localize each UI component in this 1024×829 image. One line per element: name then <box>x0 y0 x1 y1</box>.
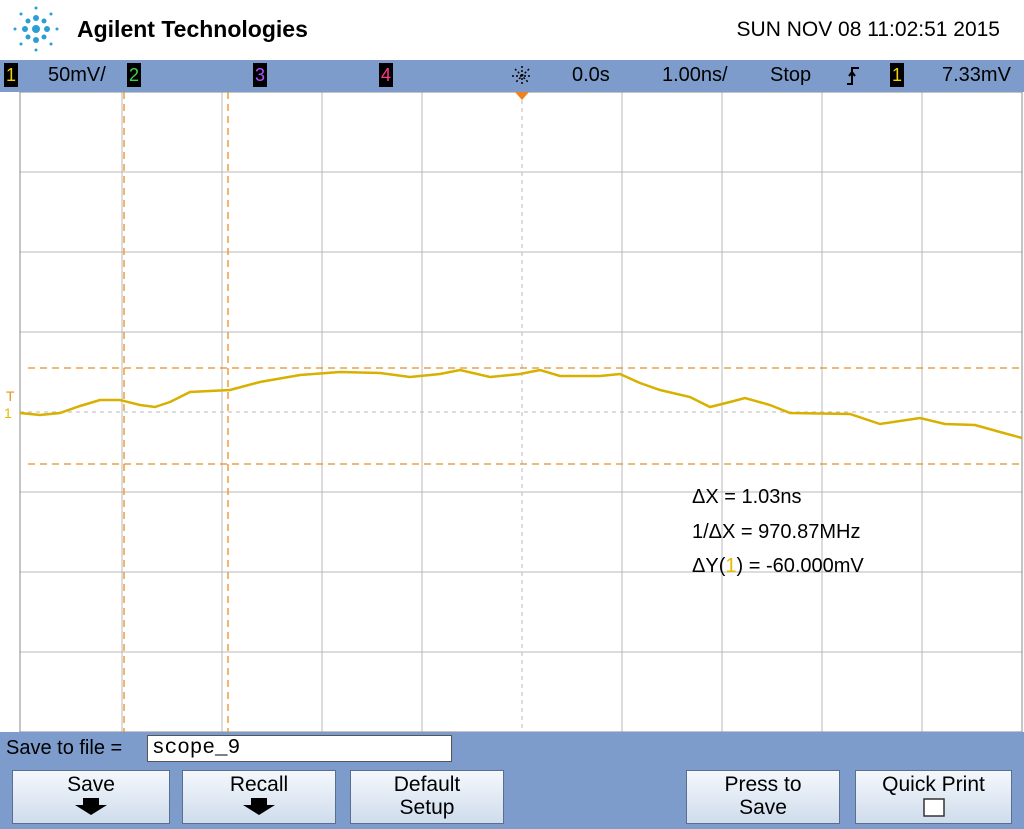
graticule <box>19 92 1023 732</box>
delta-y-channel: 1 <box>725 555 737 577</box>
recall-softkey[interactable]: Recall <box>182 770 336 824</box>
inverse-delta-x: 1/ΔX = 970.87MHz <box>692 521 861 543</box>
trigger-source-badge: 1 <box>890 63 904 87</box>
channel-3-badge[interactable]: 3 <box>253 63 267 87</box>
checkbox-icon <box>922 798 945 817</box>
quick-print-softkey[interactable]: Quick Print <box>855 770 1012 824</box>
delay: 0.0s <box>572 64 610 86</box>
delta-y-suffix: ) = -60.000mV <box>736 555 864 577</box>
timebase: 1.00ns/ <box>662 64 728 86</box>
channel-marker: 1 <box>4 405 12 421</box>
delay-icon <box>512 66 532 86</box>
brand: Agilent Technologies <box>77 16 308 42</box>
default-setup-softkey[interactable]: Default Setup <box>350 770 504 824</box>
delta-x: ΔX = 1.03ns <box>692 486 802 508</box>
press-to-save-softkey[interactable]: Press to Save <box>686 770 840 824</box>
filename-input[interactable]: scope_9 <box>147 735 452 762</box>
softkey-label: Press to <box>724 773 802 796</box>
softkey-label: Setup <box>399 796 455 819</box>
delta-y: ΔY(1) = -60.000mV <box>692 555 864 578</box>
channel-1-scale: 50mV/ <box>48 64 106 86</box>
channel-2-badge[interactable]: 2 <box>127 63 141 87</box>
save-softkey[interactable]: Save <box>12 770 170 824</box>
channel-4-badge[interactable]: 4 <box>379 63 393 87</box>
softkey-label: Save <box>739 796 787 819</box>
softkey-label: Recall <box>229 773 289 796</box>
trigger-slope-icon <box>847 67 859 85</box>
softkey-label: Quick Print <box>882 773 985 796</box>
logo <box>13 6 59 52</box>
down-arrow <box>243 798 275 815</box>
trigger-marker: T <box>6 388 15 404</box>
softkey-label: Save <box>67 773 115 796</box>
save-label: Save to file = <box>6 737 123 759</box>
datetime: SUN NOV 08 11:02:51 2015 <box>736 18 1000 41</box>
down-arrow <box>75 798 107 815</box>
softkey-label: Default <box>393 773 461 796</box>
trigger-level: 7.33mV <box>942 64 1011 86</box>
run-state: Stop <box>770 64 812 86</box>
channel-1-badge[interactable]: 1 <box>4 63 18 87</box>
delta-y-prefix: ΔY( <box>692 555 726 577</box>
